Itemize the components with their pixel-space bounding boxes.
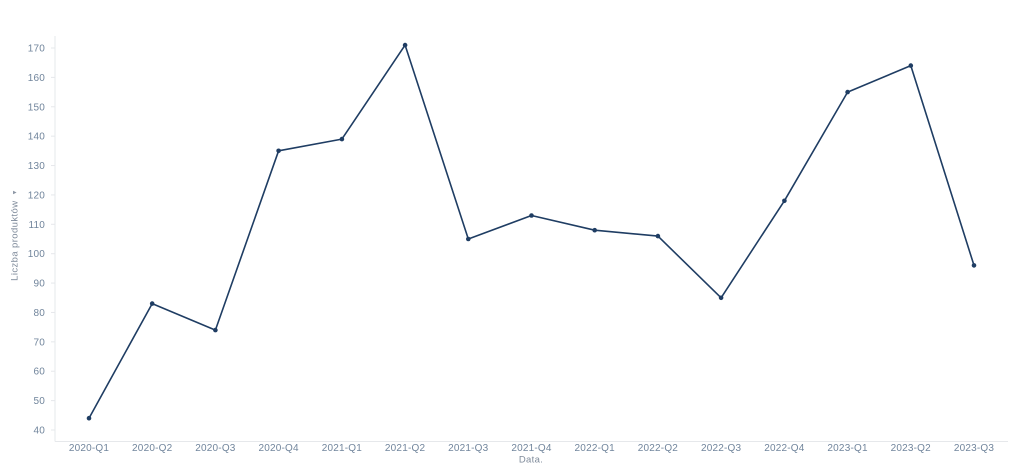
x-tick-label: 2020-Q4 — [258, 443, 299, 454]
data-point-marker[interactable] — [213, 327, 218, 333]
x-tick-label: 2022-Q2 — [638, 443, 679, 454]
y-tick-label: 160 — [28, 73, 46, 84]
data-point-marker[interactable] — [592, 227, 597, 233]
x-tick-label: 2022-Q1 — [575, 443, 616, 454]
y-tick-label: 110 — [28, 220, 45, 231]
data-point-marker[interactable] — [86, 415, 92, 421]
y-tick-label: 130 — [28, 161, 46, 172]
x-axis-title: Data. — [518, 454, 544, 466]
y-tick-label: 70 — [33, 337, 45, 348]
x-tick-label: 2021-Q3 — [448, 443, 489, 454]
data-point-marker[interactable] — [276, 148, 281, 154]
data-point-marker[interactable] — [971, 263, 977, 268]
x-tick-label: 2023-Q2 — [891, 443, 932, 454]
y-tick-label: 90 — [33, 279, 45, 290]
data-point-marker[interactable] — [845, 89, 850, 95]
x-tick-label: 2021-Q2 — [385, 443, 426, 454]
y-tick-label: 100 — [28, 249, 46, 260]
data-point-marker[interactable] — [339, 136, 345, 142]
y-tick-label: 150 — [28, 102, 46, 113]
x-tick-label: 2023-Q3 — [954, 443, 995, 454]
data-point-marker[interactable] — [402, 42, 408, 48]
data-point-marker[interactable] — [529, 213, 534, 218]
y-tick-label: 40 — [33, 426, 45, 437]
sort-descending-icon: ▼ — [12, 189, 18, 196]
y-axis-title: Liczba produktów ▼ — [10, 189, 21, 281]
x-tick-label: 2020-Q1 — [69, 443, 110, 454]
data-point-marker[interactable] — [466, 236, 471, 242]
x-tick-label: 2020-Q3 — [195, 443, 236, 454]
x-tick-label: 2022-Q3 — [701, 443, 742, 454]
y-tick-label: 170 — [28, 44, 46, 55]
line-series-path — [88, 44, 975, 420]
data-point-marker[interactable] — [782, 198, 787, 204]
data-point-marker[interactable] — [908, 63, 914, 68]
y-tick-label: 50 — [33, 396, 45, 407]
x-tick-label: 2022-Q4 — [764, 443, 805, 454]
y-tick-label: 60 — [33, 367, 45, 378]
x-tick-label: 2023-Q1 — [827, 443, 868, 454]
y-axis-title-text: Liczba produktów — [9, 200, 21, 281]
data-point-marker[interactable] — [149, 301, 155, 306]
x-tick-label: 2020-Q2 — [132, 443, 173, 454]
x-tick-label: 2021-Q4 — [511, 443, 552, 454]
y-tick-label: 80 — [33, 308, 45, 319]
y-tick-label: 140 — [28, 132, 46, 143]
data-point-marker[interactable] — [718, 295, 724, 301]
y-tick-label: 120 — [28, 190, 46, 201]
data-point-marker[interactable] — [655, 233, 661, 239]
x-tick-label: 2021-Q1 — [322, 443, 363, 454]
